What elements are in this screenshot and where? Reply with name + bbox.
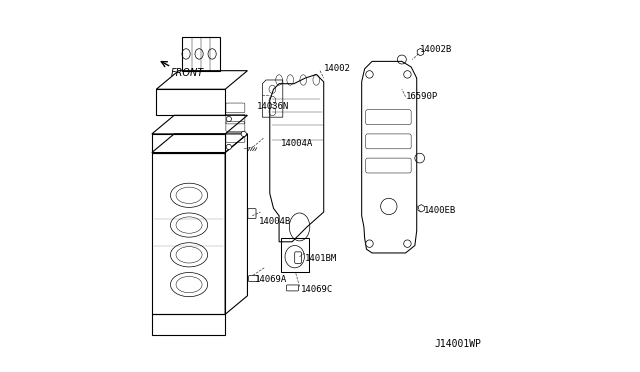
Circle shape bbox=[227, 144, 232, 150]
Text: J14001WP: J14001WP bbox=[435, 339, 482, 349]
Text: 14036N: 14036N bbox=[257, 102, 289, 110]
Text: 14069A: 14069A bbox=[255, 275, 287, 284]
Text: 14069C: 14069C bbox=[301, 285, 333, 294]
Text: 1401BM: 1401BM bbox=[305, 254, 337, 263]
Circle shape bbox=[227, 116, 232, 122]
Circle shape bbox=[365, 71, 373, 78]
Text: 14004B: 14004B bbox=[259, 217, 291, 226]
Circle shape bbox=[404, 71, 411, 78]
Text: 14002: 14002 bbox=[324, 64, 351, 73]
Text: 16590P: 16590P bbox=[406, 92, 438, 101]
Text: 1400EB: 1400EB bbox=[424, 206, 456, 215]
Text: 14002B: 14002B bbox=[420, 45, 452, 54]
Text: FRONT: FRONT bbox=[172, 68, 204, 77]
Circle shape bbox=[404, 240, 411, 247]
Circle shape bbox=[365, 240, 373, 247]
Text: 14004A: 14004A bbox=[281, 139, 313, 148]
Circle shape bbox=[241, 131, 246, 137]
